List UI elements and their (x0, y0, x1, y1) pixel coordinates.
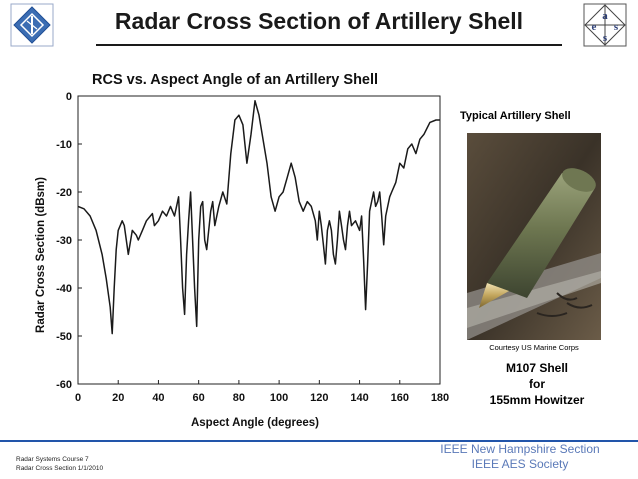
chart-title: RCS vs. Aspect Angle of an Artillery She… (92, 72, 379, 88)
shell-caption-line2: for (529, 377, 545, 391)
x-tick-label: 60 (193, 392, 205, 404)
x-axis-label: Aspect Angle (degrees) (191, 417, 319, 429)
x-tick-label: 180 (431, 392, 449, 404)
footer-course: Radar Systems Course 7 (16, 456, 89, 463)
y-tick-label: -60 (56, 379, 72, 391)
artillery-shell-photo (467, 133, 601, 340)
photo-caption-top: Typical Artillery Shell (460, 110, 571, 122)
footer-section: IEEE New Hampshire Section (440, 442, 600, 456)
y-axis-label: Radar Cross Section (dBsm) (35, 177, 47, 333)
y-tick-label: 0 (66, 91, 72, 103)
footer-topic-date: Radar Cross Section 1/1/2010 (16, 464, 104, 472)
rcs-chart: 0 -10 -20 -30 -40 -50 -60 0 20 40 60 80 100 120 140 16… (35, 91, 449, 429)
photo-credit: Courtesy US Marine Corps (489, 343, 579, 352)
y-tick-label: -50 (56, 331, 72, 343)
shell-caption: M107 Shell for 155mm Howitzer (470, 360, 604, 408)
plot-area (77, 95, 441, 385)
footer-left: Radar Systems Course 7 Radar Cross Secti… (16, 456, 103, 473)
title-divider (96, 44, 562, 46)
footer-divider (0, 440, 638, 442)
x-tick-label: 140 (350, 392, 368, 404)
series-rcs-line (77, 100, 440, 335)
y-axis-ticks: 0 -10 -20 -30 -40 -50 -60 (56, 91, 82, 391)
shell-caption-line1: M107 Shell (505, 361, 569, 375)
aess-logo-icon: a e s s (583, 3, 627, 47)
x-tick-label: 100 (270, 392, 288, 404)
x-tick-label: 120 (310, 392, 328, 404)
x-tick-label: 0 (75, 392, 81, 404)
y-tick-label: -40 (56, 283, 72, 295)
ieee-logo-icon (10, 3, 54, 47)
footer-right: IEEE New Hampshire Section IEEE AES Soci… (410, 442, 630, 472)
x-tick-label: 80 (233, 392, 245, 404)
x-tick-label: 20 (112, 392, 124, 404)
aess-letter-e: e (592, 21, 597, 33)
slide-title: Radar Cross Section of Artillery Shell (114, 8, 524, 34)
aess-letter-s1: s (614, 21, 619, 33)
y-tick-label: -30 (56, 235, 72, 247)
aess-letter-a: a (602, 10, 608, 22)
y-tick-label: -20 (56, 187, 72, 199)
aess-letter-s2: s (603, 32, 608, 44)
x-tick-label: 40 (152, 392, 164, 404)
x-axis-ticks: 0 20 40 60 80 100 120 140 160 180 (75, 380, 449, 404)
y-tick-label: -10 (56, 139, 72, 151)
x-tick-label: 160 (391, 392, 409, 404)
shell-caption-line3: 155mm Howitzer (489, 393, 585, 407)
footer-society: IEEE AES Society (471, 457, 569, 471)
